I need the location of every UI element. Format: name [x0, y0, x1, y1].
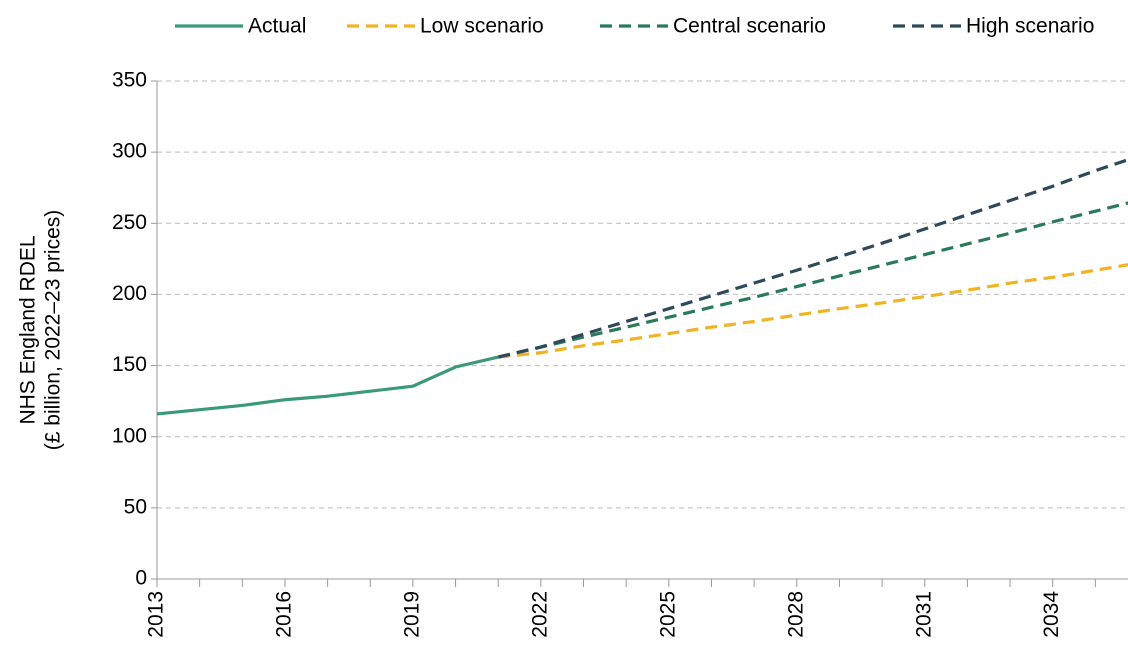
y-tick-label: 250: [112, 211, 147, 234]
x-tick-label: 2031: [912, 591, 935, 638]
y-tick-label: 350: [112, 69, 147, 92]
x-tick-label: 2016: [273, 591, 296, 638]
series-line: [497, 158, 1128, 359]
series-line: [156, 355, 499, 416]
x-tick-label: 2028: [784, 591, 807, 638]
y-axis-title: NHS England RDEL (£ billion, 2022–23 pri…: [17, 210, 65, 450]
x-tick-label: 2019: [400, 591, 423, 638]
y-tick-label: 150: [112, 353, 147, 376]
x-tick-label: 2022: [528, 591, 551, 638]
x-tick-label: 2013: [145, 591, 168, 638]
series-line: [497, 201, 1128, 359]
legend-label: Low scenario: [420, 15, 544, 38]
legend-label: High scenario: [966, 15, 1094, 38]
x-tick-label: 2025: [656, 591, 679, 638]
legend-label: Actual: [248, 15, 306, 38]
y-tick-label: 100: [112, 424, 147, 447]
y-tick-label: 200: [112, 282, 147, 305]
series-line: [498, 263, 1128, 359]
y-tick-label: 50: [124, 495, 147, 518]
y-axis-title-line: (£ billion, 2022–23 prices): [42, 210, 65, 450]
x-tick-label: 2034: [1040, 591, 1063, 638]
y-tick-label: 300: [112, 140, 147, 163]
y-tick-label: 0: [135, 567, 147, 590]
legend-label: Central scenario: [673, 15, 826, 38]
y-axis-title-line: NHS England RDEL: [17, 235, 40, 424]
